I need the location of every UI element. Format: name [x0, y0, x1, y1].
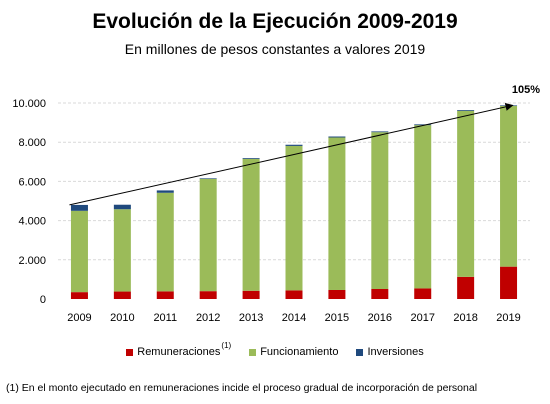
y-tick-label: 8.000: [18, 137, 46, 149]
bar-remuneraciones-2012: [199, 291, 217, 299]
bar-funcionamiento-2009: [70, 210, 88, 293]
x-tick-label: 2016: [368, 312, 392, 324]
bar-funcionamiento-2014: [285, 145, 303, 291]
bar-inversiones-2017: [414, 124, 432, 126]
bar-remuneraciones-2010: [113, 291, 131, 299]
x-tick-label: 2019: [496, 312, 520, 324]
bar-remuneraciones-2014: [285, 290, 303, 299]
x-tick-label: 2017: [410, 312, 434, 324]
x-tick-label: 2010: [110, 312, 134, 324]
legend-item-remuneraciones: Remuneraciones (1): [126, 341, 231, 358]
legend-swatch: [126, 348, 134, 356]
bar-inversiones-2011: [156, 190, 174, 193]
legend-label: Inversiones: [367, 346, 424, 358]
bar-funcionamiento-2017: [414, 125, 432, 289]
x-tick-label: 2014: [282, 312, 306, 324]
footnote: (1) En el monto ejecutado en remuneracio…: [6, 382, 478, 394]
bar-funcionamiento-2015: [328, 137, 346, 290]
bar-inversiones-2009: [70, 204, 88, 211]
bar-funcionamiento-2018: [457, 110, 475, 277]
bar-funcionamiento-2019: [500, 105, 518, 267]
bar-funcionamiento-2016: [371, 132, 389, 290]
x-tick-label: 2018: [453, 312, 477, 324]
legend-label: Remuneraciones: [137, 346, 221, 358]
trend-label: 105%: [512, 84, 540, 96]
x-tick-label: 2013: [239, 312, 263, 324]
chart-legend: Remuneraciones (1) Funcionamiento Inversion…: [0, 341, 550, 358]
legend-item-inversiones: Inversiones: [356, 346, 424, 358]
x-tick-label: 2015: [325, 312, 349, 324]
bar-inversiones-2015: [328, 136, 346, 138]
y-tick-label: 10.000: [12, 98, 46, 110]
legend-swatch: [249, 348, 257, 356]
legend-superscript: (1): [221, 340, 232, 350]
legend-label: Funcionamiento: [260, 346, 339, 358]
x-tick-label: 2011: [153, 312, 177, 324]
chart-subtitle: En millones de pesos constantes a valore…: [124, 41, 426, 57]
bar-chart: 0 2.000 4.000 6.000 8.000 10.000 2009 2010 2011…: [12, 84, 540, 324]
legend-swatch: [356, 348, 364, 356]
y-tick-label: 0: [40, 294, 46, 306]
trend-arrow: [69, 102, 514, 206]
bar-remuneraciones-2019: [500, 266, 518, 299]
bar-inversiones-2010: [113, 204, 131, 210]
bar-inversiones-2016: [371, 131, 389, 133]
legend-item-funcionamiento: Funcionamiento: [249, 346, 338, 358]
bar-funcionamiento-2013: [242, 158, 260, 291]
bar-inversiones-2013: [242, 158, 260, 159]
x-tick-label: 2009: [67, 312, 91, 324]
bar-inversiones-2014: [285, 144, 303, 146]
x-tick-label: 2012: [196, 312, 220, 324]
bar-remuneraciones-2009: [70, 292, 88, 299]
bar-funcionamiento-2011: [156, 192, 174, 292]
y-tick-label: 4.000: [18, 216, 46, 228]
bar-funcionamiento-2012: [199, 178, 217, 292]
bar-remuneraciones-2016: [371, 289, 389, 299]
bar-remuneraciones-2015: [328, 289, 346, 299]
y-tick-label: 2.000: [18, 255, 46, 267]
y-tick-label: 6.000: [18, 176, 46, 188]
bar-remuneraciones-2018: [457, 276, 475, 299]
chart-title: Evolución de la Ejecución 2009-2019: [92, 10, 458, 33]
bar-inversiones-2012: [199, 178, 217, 179]
bar-funcionamiento-2010: [113, 209, 131, 292]
bar-remuneraciones-2013: [242, 290, 260, 299]
bar-inversiones-2018: [457, 110, 475, 111]
bar-remuneraciones-2011: [156, 291, 174, 299]
bar-remuneraciones-2017: [414, 288, 432, 299]
